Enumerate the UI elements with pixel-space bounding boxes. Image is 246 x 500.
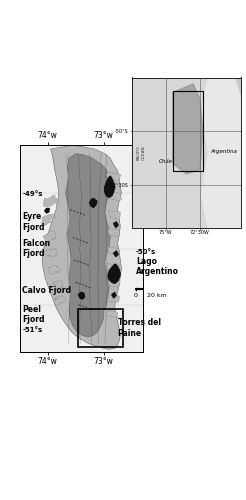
Polygon shape: [50, 280, 63, 290]
Polygon shape: [107, 264, 120, 272]
Bar: [78, 308, 123, 346]
Polygon shape: [108, 210, 120, 219]
Polygon shape: [65, 154, 110, 337]
Text: Falcon
Fjord: Falcon Fjord: [22, 239, 51, 258]
Text: Lago
Argentino: Lago Argentino: [136, 257, 179, 276]
Polygon shape: [90, 198, 97, 207]
Text: 0: 0: [134, 293, 138, 298]
Text: Lago
O'Higgins: Lago O'Higgins: [136, 173, 178, 193]
Text: Chile: Chile: [159, 159, 173, 164]
Text: PACIFIC
OCEAN: PACIFIC OCEAN: [137, 145, 145, 160]
Polygon shape: [42, 214, 56, 226]
Text: -49°s: -49°s: [22, 191, 43, 197]
Text: Eyre
Fjord: Eyre Fjord: [22, 212, 45, 232]
Polygon shape: [43, 196, 59, 207]
Polygon shape: [112, 292, 116, 298]
Polygon shape: [108, 264, 120, 283]
Polygon shape: [108, 228, 119, 236]
Text: -50°s: -50°s: [136, 248, 156, 254]
Text: Calvo Fjord: Calvo Fjord: [22, 286, 72, 295]
Polygon shape: [132, 78, 207, 228]
Polygon shape: [106, 310, 118, 318]
Polygon shape: [43, 248, 57, 257]
Polygon shape: [107, 295, 120, 302]
Polygon shape: [105, 176, 115, 198]
Bar: [173, 92, 203, 170]
Polygon shape: [48, 265, 61, 274]
Polygon shape: [200, 78, 241, 228]
Polygon shape: [107, 172, 121, 180]
Polygon shape: [109, 192, 122, 200]
Polygon shape: [78, 292, 85, 299]
Polygon shape: [114, 251, 118, 256]
Text: 20 km: 20 km: [147, 293, 167, 298]
Text: Torres del
Paine: Torres del Paine: [118, 318, 161, 338]
Polygon shape: [45, 208, 49, 213]
Polygon shape: [107, 247, 120, 254]
Polygon shape: [108, 279, 120, 287]
Polygon shape: [173, 84, 203, 174]
Polygon shape: [54, 295, 66, 306]
Polygon shape: [42, 146, 122, 350]
Text: -51°s: -51°s: [22, 327, 43, 333]
Text: Peel
Fjord: Peel Fjord: [22, 305, 45, 324]
Polygon shape: [114, 222, 118, 228]
Text: Argentina: Argentina: [210, 148, 237, 154]
Polygon shape: [43, 230, 56, 242]
